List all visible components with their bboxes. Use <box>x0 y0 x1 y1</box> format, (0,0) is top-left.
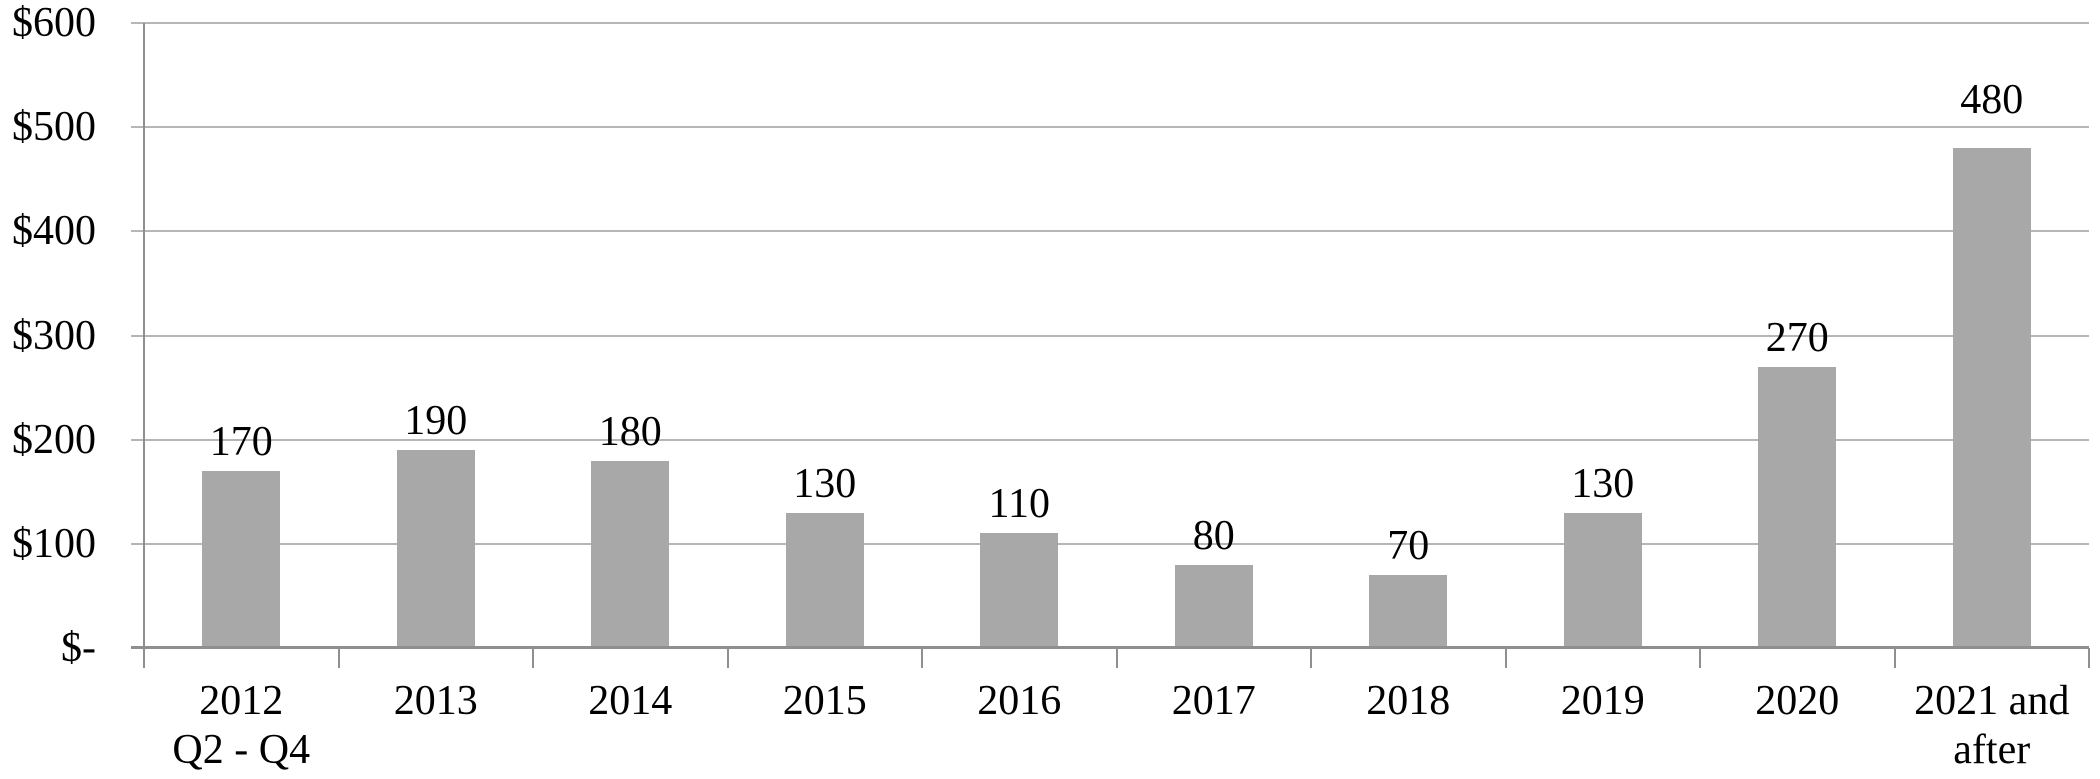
y-axis-label: $600 <box>12 0 96 46</box>
x-axis-tick <box>532 648 534 668</box>
y-axis-label: $100 <box>12 520 96 567</box>
y-axis-label: $200 <box>12 416 96 463</box>
gridline-500 <box>131 126 2089 129</box>
bar-value-label: 190 <box>404 398 468 445</box>
x-axis-label: 2021 and after <box>1914 678 2070 773</box>
x-axis-tick <box>1504 648 1507 668</box>
bar-2020 <box>1758 366 1837 648</box>
y-axis-label: $300 <box>12 312 96 359</box>
gridline-600 <box>131 22 2089 24</box>
y-axis-label: $400 <box>12 208 96 255</box>
bar-2012 <box>202 470 281 648</box>
x-axis-tick <box>2088 648 2090 668</box>
x-axis-label: 2015 <box>782 678 867 724</box>
bar-2019 <box>1563 512 1642 648</box>
x-axis-label: 2014 <box>588 678 673 724</box>
gridline-300 <box>131 334 2089 337</box>
bar-value-label: 170 <box>209 418 273 465</box>
x-axis-label: 2013 <box>393 678 478 724</box>
bar-value-label: 480 <box>1960 77 2024 123</box>
x-axis-label: 2019 <box>1560 678 1645 724</box>
x-axis-tick <box>1699 648 1701 668</box>
y-axis-label: $500 <box>12 104 96 151</box>
x-axis-tick <box>337 648 340 668</box>
bar-2018 <box>1369 575 1448 648</box>
x-axis-label: 2012 Q2 - Q4 <box>172 678 311 773</box>
y-axis-label: $- <box>61 625 96 671</box>
bar-2015 <box>785 512 864 648</box>
bar-value-label: 70 <box>1387 523 1430 570</box>
bar-2014 <box>591 460 670 648</box>
x-axis-tick <box>1893 648 1896 668</box>
x-axis-label: 2020 <box>1755 678 1840 724</box>
bar-value-label: 130 <box>793 460 857 507</box>
gridline-100 <box>131 542 2089 545</box>
x-axis-label: 2018 <box>1366 678 1451 724</box>
bar-value-label: 270 <box>1765 314 1829 361</box>
bar-value-label: 180 <box>598 408 662 455</box>
gridline-400 <box>131 230 2089 233</box>
bar-value-label: 80 <box>1192 512 1235 559</box>
bar-value-label: 130 <box>1571 460 1635 507</box>
x-axis-tick <box>1115 648 1118 668</box>
y-axis-line <box>143 23 145 668</box>
bar-2016 <box>980 533 1059 648</box>
x-axis-tick <box>726 648 729 668</box>
x-axis-tick <box>921 648 923 668</box>
x-axis-label: 2016 <box>977 678 1062 724</box>
bar-2017 <box>1174 564 1253 648</box>
bar-2013 <box>396 450 475 648</box>
bar-value-label: 110 <box>988 481 1050 528</box>
x-axis-label: 2017 <box>1171 678 1256 724</box>
x-axis-line <box>131 646 2089 649</box>
bar-2021 and <box>1952 148 2031 648</box>
gridline-200 <box>131 438 2089 441</box>
x-axis-tick <box>1310 648 1312 668</box>
